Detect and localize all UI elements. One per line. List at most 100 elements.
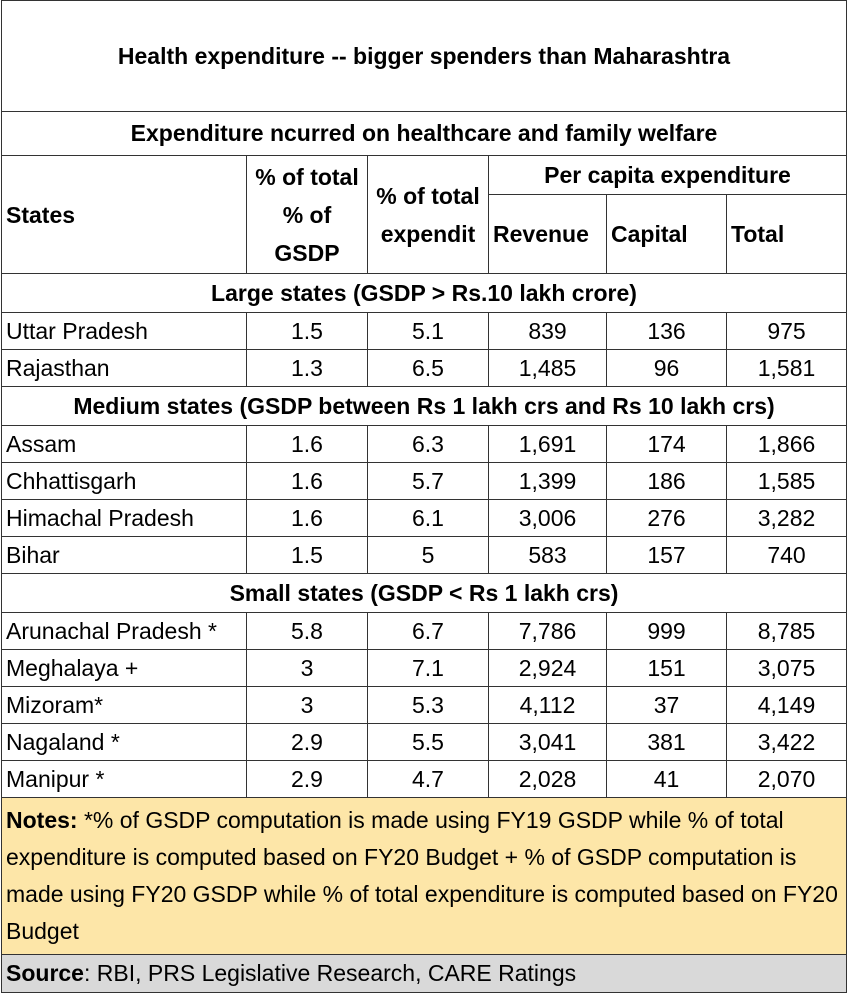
cell-revenue: 1,485	[488, 349, 607, 387]
header-pct-expenditure: % of total expendit	[367, 155, 489, 274]
cell-total: 8,785	[726, 612, 847, 650]
header-states: States	[1, 155, 247, 274]
table-row: Meghalaya +3 7.1 2,924 151 3,075	[1, 649, 847, 687]
cell-revenue: 4,112	[488, 686, 607, 724]
cell-pct-expend: 5.5	[367, 723, 489, 761]
cell-pct-gsdp: 3	[246, 649, 368, 687]
cell-capital: 41	[606, 760, 727, 798]
table-row: Bihar 1.5 5 583 157 740	[1, 536, 847, 574]
cell-revenue: 3,041	[488, 723, 607, 761]
cell-total: 3,282	[726, 499, 847, 537]
state-name: Meghalaya +	[1, 649, 247, 687]
cell-revenue: 2,924	[488, 649, 607, 687]
state-name: Manipur *	[1, 760, 247, 798]
section-label: Small states (GSDP < Rs 1 lakh crs)	[1, 573, 847, 613]
cell-revenue: 1,691	[488, 425, 607, 463]
cell-pct-gsdp: 2.9	[246, 760, 368, 798]
state-name: Nagaland *	[1, 723, 247, 761]
cell-pct-gsdp: 1.6	[246, 462, 368, 500]
cell-pct-gsdp: 3	[246, 686, 368, 724]
state-name: Assam	[1, 425, 247, 463]
cell-total: 3,075	[726, 649, 847, 687]
cell-total: 4,149	[726, 686, 847, 724]
cell-total: 2,070	[726, 760, 847, 798]
section-row: Large states (GSDP > Rs.10 lakh crore)	[1, 273, 847, 313]
cell-revenue: 3,006	[488, 499, 607, 537]
source-text: : RBI, PRS Legislative Research, CARE Ra…	[83, 960, 577, 986]
header-total: Total	[726, 194, 847, 274]
cell-capital: 157	[606, 536, 727, 574]
cell-pct-expend: 6.3	[367, 425, 489, 463]
cell-capital: 999	[606, 612, 727, 650]
section-row: Medium states (GSDP between Rs 1 lakh cr…	[1, 386, 847, 426]
cell-pct-gsdp: 5.8	[246, 612, 368, 650]
cell-total: 740	[726, 536, 847, 574]
table-subtitle: Expenditure ncurred on healthcare and fa…	[1, 111, 847, 156]
header-per-capita: Per capita expenditure	[488, 155, 847, 195]
cell-pct-gsdp: 1.6	[246, 499, 368, 537]
cell-revenue: 839	[488, 312, 607, 350]
section-label: Large states (GSDP > Rs.10 lakh crore)	[1, 273, 847, 313]
cell-pct-expend: 6.7	[367, 612, 489, 650]
header-capital: Capital	[606, 194, 727, 274]
cell-revenue: 7,786	[488, 612, 607, 650]
table-row: Himachal Pradesh 1.6 6.1 3,006 276 3,282	[1, 499, 847, 537]
cell-revenue: 1,399	[488, 462, 607, 500]
cell-capital: 96	[606, 349, 727, 387]
cell-pct-expend: 6.1	[367, 499, 489, 537]
cell-pct-gsdp: 1.5	[246, 536, 368, 574]
header-revenue: Revenue	[488, 194, 607, 274]
cell-pct-expend: 5	[367, 536, 489, 574]
cell-pct-gsdp: 1.3	[246, 349, 368, 387]
source-box: Source: RBI, PRS Legislative Research, C…	[1, 954, 847, 993]
state-name: Arunachal Pradesh *	[1, 612, 247, 650]
cell-pct-expend: 5.1	[367, 312, 489, 350]
cell-capital: 136	[606, 312, 727, 350]
table-row: Nagaland * 2.9 5.5 3,041 381 3,422	[1, 723, 847, 761]
state-name: Uttar Pradesh	[1, 312, 247, 350]
table-row: Arunachal Pradesh * 5.8 6.7 7,786 999 8,785	[1, 612, 847, 650]
state-name: Bihar	[1, 536, 247, 574]
cell-pct-expend: 5.7	[367, 462, 489, 500]
header-pct-gsdp: % of total % of GSDP	[246, 155, 368, 274]
notes-label: Notes:	[6, 807, 78, 833]
table-row: Mizoram* 3 5.3 4,112 37 4,149	[1, 686, 847, 724]
cell-capital: 151	[606, 649, 727, 687]
table-row: Assam 1.6 6.3 1,691 174 1,866	[1, 425, 847, 463]
table-row: Uttar Pradesh 1.5 5.1 839 136 975	[1, 312, 847, 350]
cell-capital: 174	[606, 425, 727, 463]
cell-revenue: 2,028	[488, 760, 607, 798]
table-row: Rajasthan 1.3 6.5 1,485 96 1,581	[1, 349, 847, 387]
cell-total: 3,422	[726, 723, 847, 761]
cell-revenue: 583	[488, 536, 607, 574]
cell-pct-gsdp: 1.5	[246, 312, 368, 350]
cell-capital: 186	[606, 462, 727, 500]
cell-pct-expend: 6.5	[367, 349, 489, 387]
cell-total: 975	[726, 312, 847, 350]
cell-capital: 276	[606, 499, 727, 537]
cell-pct-expend: 7.1	[367, 649, 489, 687]
state-name: Chhattisgarh	[1, 462, 247, 500]
cell-total: 1,866	[726, 425, 847, 463]
section-row: Small states (GSDP < Rs 1 lakh crs)	[1, 573, 847, 613]
cell-capital: 381	[606, 723, 727, 761]
cell-pct-gsdp: 2.9	[246, 723, 368, 761]
notes-text: *% of GSDP computation is made using FY1…	[6, 807, 838, 944]
table-row: Chhattisgarh 1.6 5.7 1,399 186 1,585	[1, 462, 847, 500]
source-label: Source	[6, 960, 84, 986]
state-name: Mizoram*	[1, 686, 247, 724]
cell-total: 1,585	[726, 462, 847, 500]
cell-pct-expend: 5.3	[367, 686, 489, 724]
section-label: Medium states (GSDP between Rs 1 lakh cr…	[1, 386, 847, 426]
cell-total: 1,581	[726, 349, 847, 387]
state-name: Himachal Pradesh	[1, 499, 247, 537]
notes-box: Notes: *% of GSDP computation is made us…	[1, 797, 847, 955]
cell-pct-gsdp: 1.6	[246, 425, 368, 463]
cell-pct-expend: 4.7	[367, 760, 489, 798]
table-row: Manipur * 2.9 4.7 2,028 41 2,070	[1, 760, 847, 798]
state-name: Rajasthan	[1, 349, 247, 387]
cell-capital: 37	[606, 686, 727, 724]
table-title: Health expenditure -- bigger spenders th…	[1, 0, 847, 112]
